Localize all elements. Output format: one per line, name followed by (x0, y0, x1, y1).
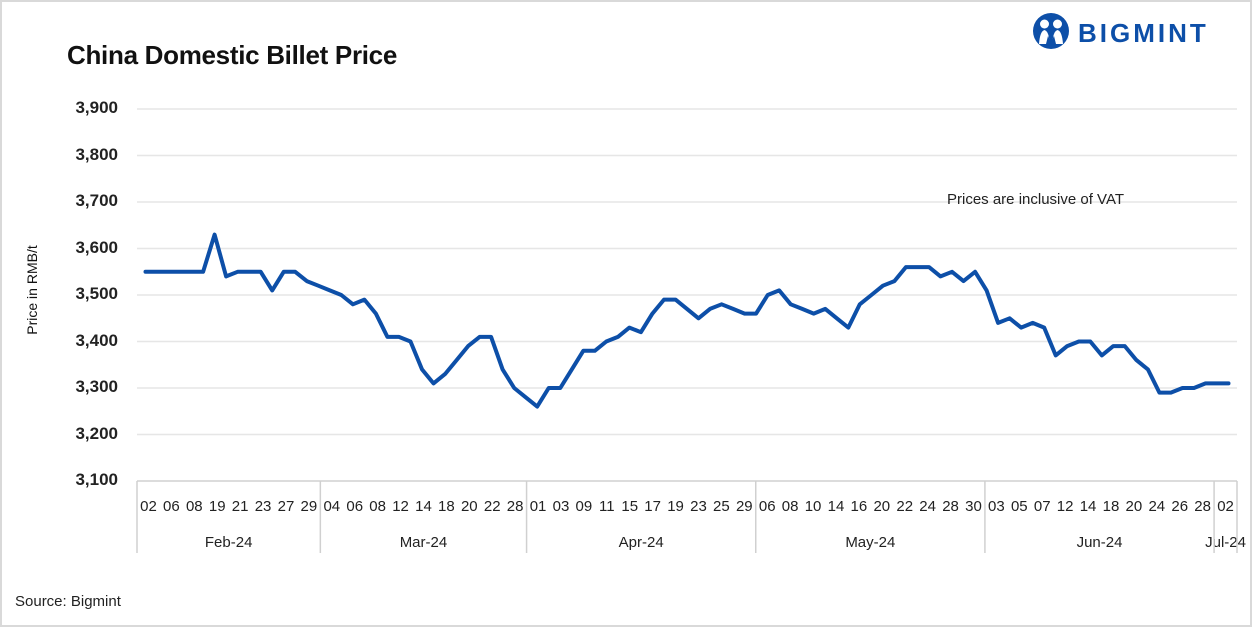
x-tick-label: 15 (621, 498, 638, 515)
source-note: Source: Bigmint (15, 593, 121, 610)
x-tick-label: 09 (576, 498, 593, 515)
x-tick-label: 12 (392, 498, 409, 515)
x-tick-label: 20 (873, 498, 890, 515)
y-tick-label: 3,400 (75, 330, 118, 350)
logo-text: BIGMINT (1078, 18, 1209, 48)
x-tick-label: 01 (530, 498, 547, 515)
x-tick-label: 19 (667, 498, 684, 515)
x-tick-label: 24 (919, 498, 936, 515)
bigmint-people-icon (1032, 12, 1070, 55)
y-tick-label: 3,700 (75, 191, 118, 210)
month-label: Apr-24 (619, 534, 664, 551)
x-tick-label: 25 (713, 498, 730, 515)
x-tick-label: 06 (163, 498, 180, 515)
x-tick-label: 22 (896, 498, 913, 515)
x-tick-label: 19 (209, 498, 226, 515)
bigmint-logo: BIGMINT (1032, 12, 1209, 55)
x-tick-label: 03 (553, 498, 570, 515)
x-tick-label: 07 (1034, 498, 1051, 515)
x-tick-label: 22 (484, 498, 501, 515)
y-tick-label: 3,100 (75, 470, 118, 489)
chart-title: China Domestic Billet Price (67, 40, 398, 70)
x-tick-label: 20 (461, 498, 478, 515)
y-tick-label: 3,600 (75, 237, 118, 257)
x-tick-label: 17 (644, 498, 661, 515)
x-tick-label: 08 (186, 498, 203, 515)
x-tick-label: 24 (1148, 498, 1165, 515)
x-tick-label: 06 (759, 498, 776, 515)
x-tick-label: 29 (736, 498, 753, 515)
x-tick-label: 30 (965, 498, 982, 515)
vat-annotation: Prices are inclusive of VAT (947, 191, 1125, 208)
x-tick-label: 14 (1080, 498, 1097, 515)
x-tick-label: 08 (369, 498, 386, 515)
x-tick-label: 27 (278, 498, 295, 515)
y-tick-label: 3,300 (75, 377, 118, 396)
y-tick-label: 3,500 (75, 284, 118, 303)
x-tick-label: 02 (140, 498, 157, 515)
x-tick-label: 14 (415, 498, 432, 515)
x-tick-label: 21 (232, 498, 249, 515)
x-tick-label: 02 (1217, 498, 1234, 515)
month-label: Mar-24 (400, 534, 448, 551)
x-tick-label: 26 (1171, 498, 1188, 515)
x-tick-label: 11 (599, 498, 615, 515)
x-tick-label: 18 (438, 498, 455, 515)
month-label: Jun-24 (1077, 534, 1123, 551)
x-tick-label: 14 (828, 498, 845, 515)
x-tick-label: 18 (1103, 498, 1120, 515)
x-tick-label: 10 (805, 498, 822, 515)
x-tick-label: 03 (988, 498, 1005, 515)
x-tick-label: 06 (346, 498, 363, 515)
x-tick-label: 08 (782, 498, 799, 515)
x-tick-label: 28 (942, 498, 959, 515)
y-tick-label: 3,200 (75, 423, 118, 443)
month-label: May-24 (845, 534, 895, 551)
x-tick-label: 04 (323, 498, 340, 515)
y-tick-label: 3,900 (75, 98, 118, 117)
x-tick-label: 23 (690, 498, 707, 515)
x-tick-label: 05 (1011, 498, 1028, 515)
month-label: Jul-24 (1205, 534, 1246, 551)
x-tick-label: 12 (1057, 498, 1074, 515)
x-tick-label: 20 (1126, 498, 1143, 515)
x-tick-label: 16 (851, 498, 868, 515)
price-line (143, 232, 1231, 409)
y-tick-label: 3,800 (75, 144, 118, 164)
x-tick-label: 23 (255, 498, 272, 515)
month-label: Feb-24 (205, 534, 253, 551)
x-tick-label: 29 (301, 498, 318, 515)
x-tick-label: 28 (507, 498, 524, 515)
x-tick-label: 28 (1194, 498, 1211, 515)
